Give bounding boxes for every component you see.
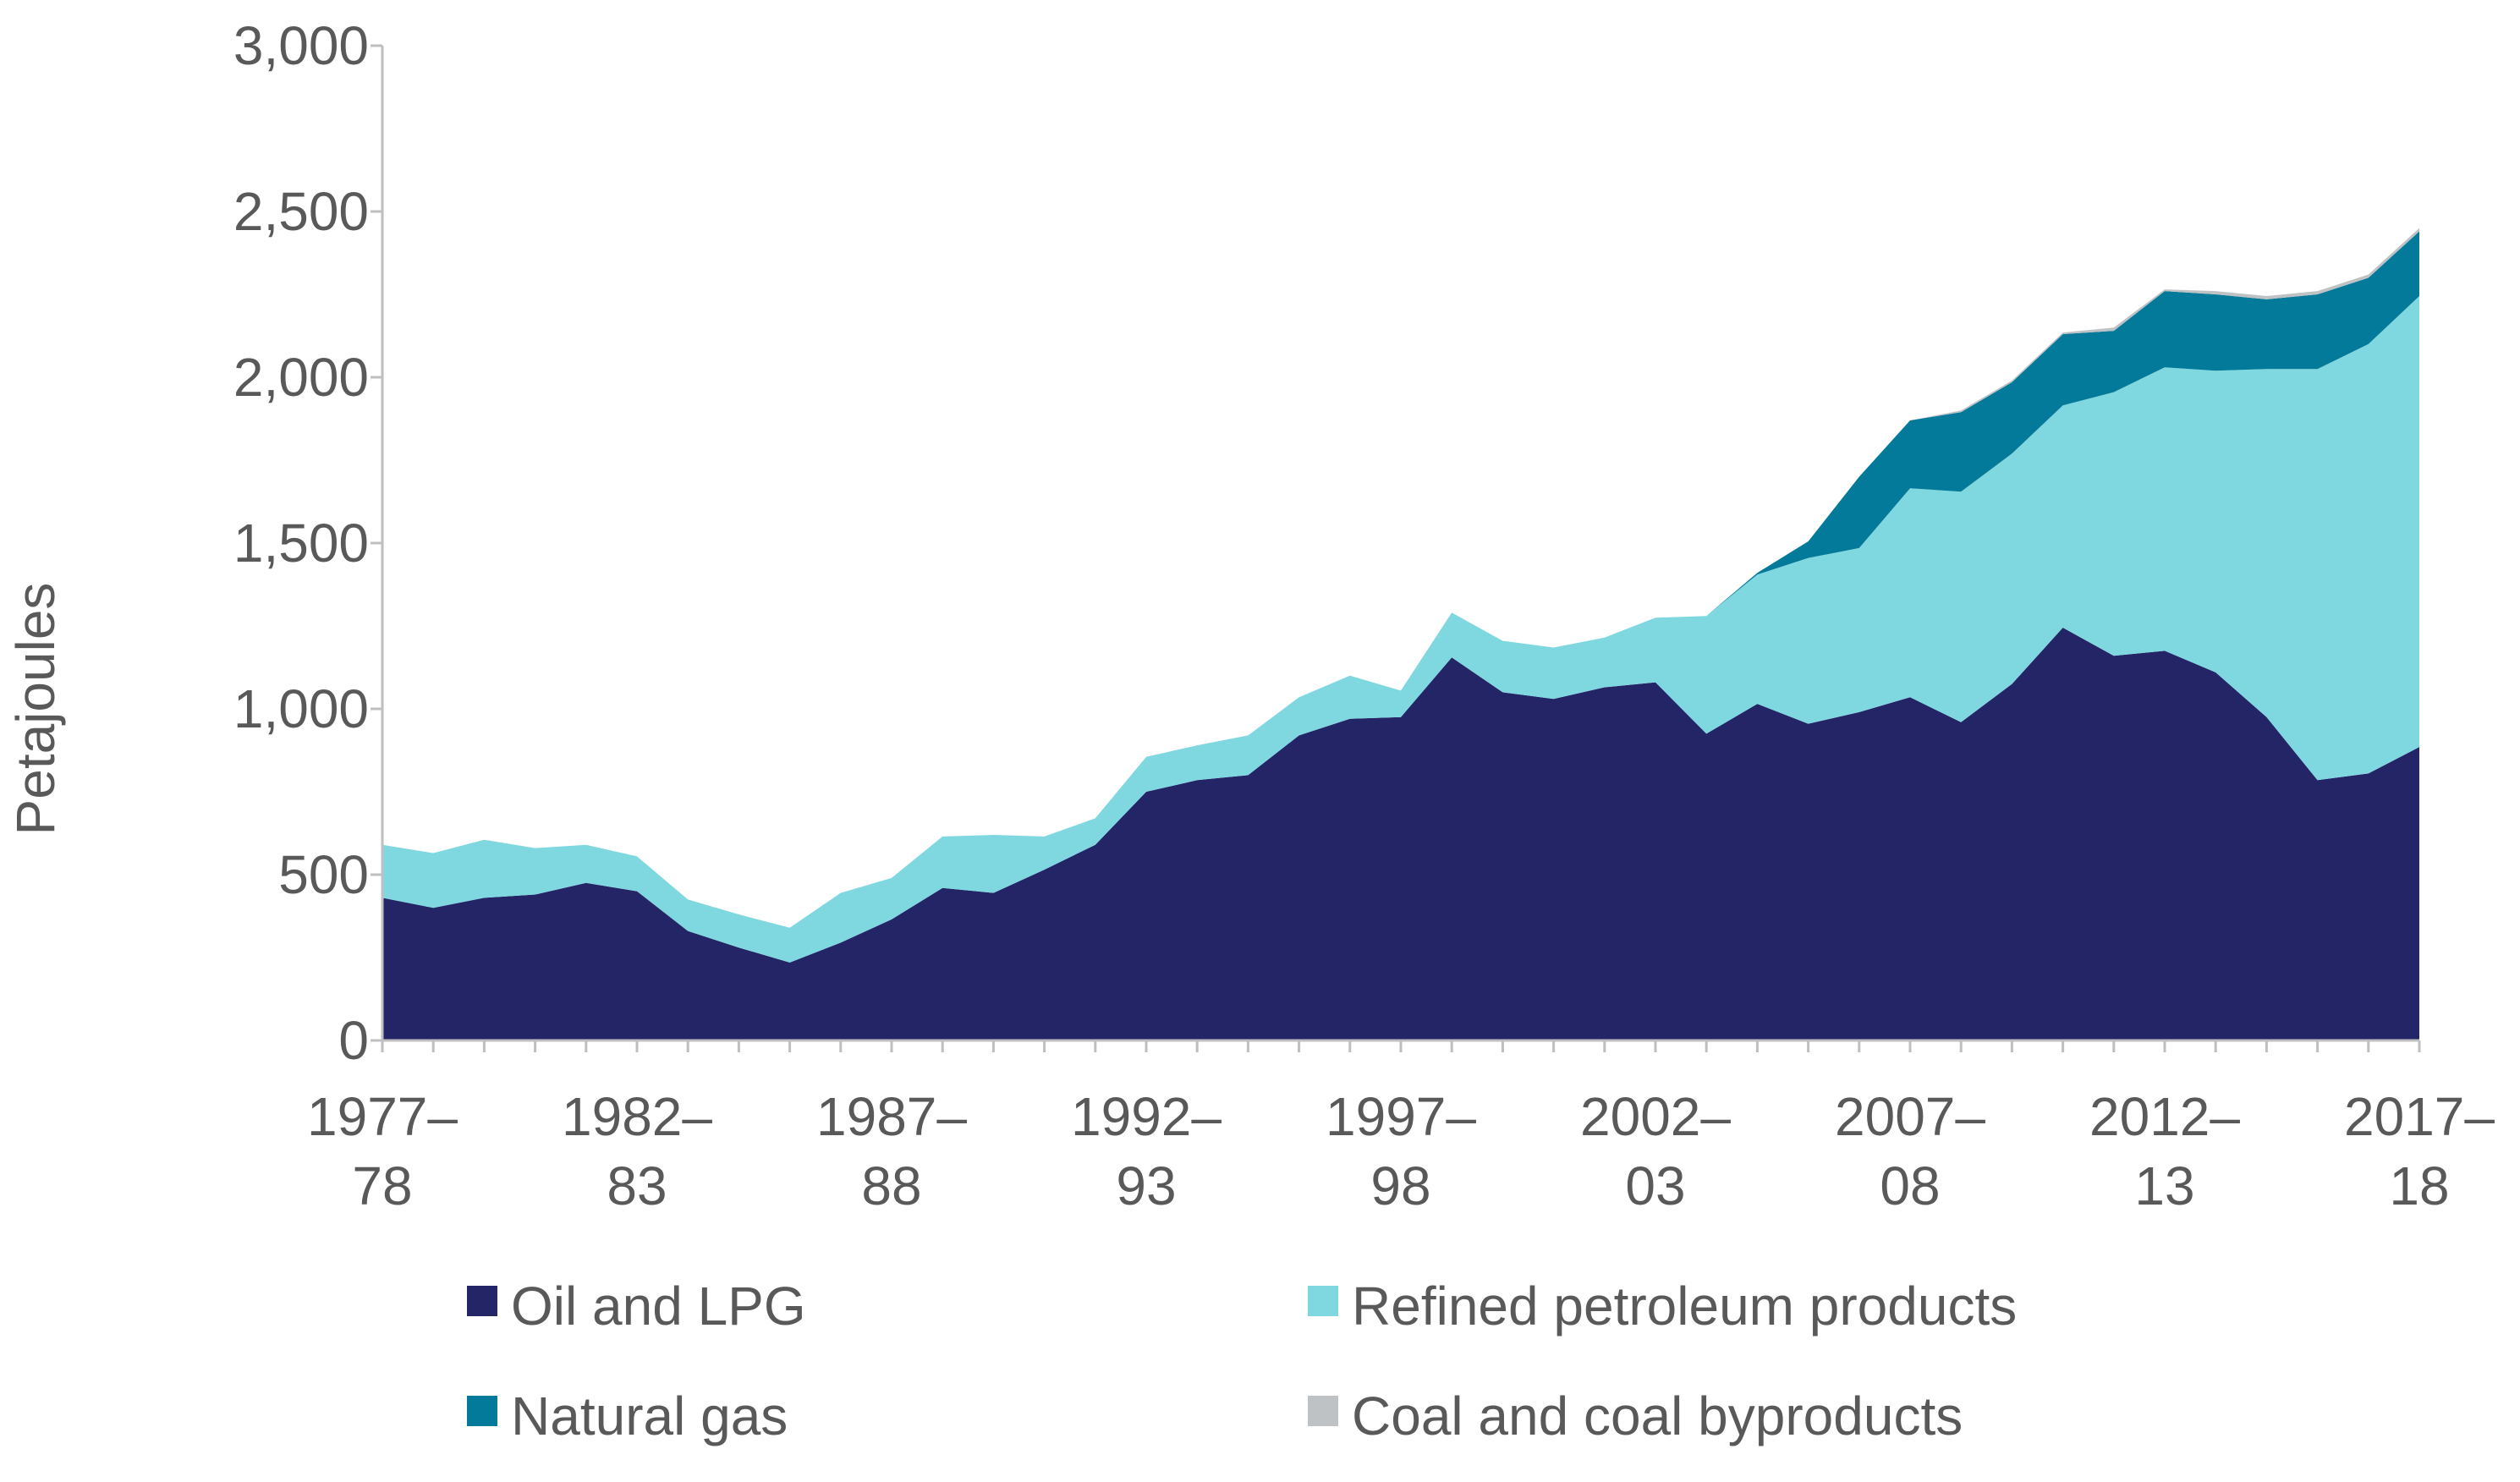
x-tick-label-line1: 1992–	[1071, 1086, 1222, 1147]
series-areas	[382, 228, 2419, 1040]
x-tick-label: 2017– 18	[2344, 1086, 2495, 1216]
x-tick-label: 1992– 93	[1071, 1086, 1222, 1216]
x-tick-label: 2012– 13	[2089, 1086, 2240, 1216]
area-natural-gas	[382, 231, 2419, 928]
legend-item-coal-and-coal-byproducts: Coal and coal byproducts	[1308, 1386, 1963, 1446]
axes	[371, 44, 2421, 1052]
x-tick-label-line1: 1977–	[307, 1086, 458, 1147]
legend: Oil and LPG Refined petroleum products Nat…	[467, 1276, 2017, 1446]
x-tick-label-line1: 2007–	[1835, 1086, 1985, 1147]
area-oil-and-lpg	[382, 628, 2419, 1040]
legend-swatch	[467, 1286, 497, 1316]
x-tick-label-line1: 1997–	[1326, 1086, 1476, 1147]
legend-label: Refined petroleum products	[1352, 1276, 2017, 1337]
area-refined-petroleum-products	[382, 296, 2419, 963]
legend-swatch	[1308, 1396, 1338, 1426]
x-tick-label-line2: 98	[1370, 1155, 1430, 1216]
y-tick-label: 0	[338, 1010, 369, 1071]
x-tick-label-line1: 2012–	[2089, 1086, 2240, 1147]
y-tick-label: 1,500	[233, 513, 369, 574]
x-tick-label: 1977– 78	[307, 1086, 458, 1216]
x-axis-tick-labels: 1977– 78 1982– 83 1987– 88 1992– 93 1997– 98 2002–…	[307, 1086, 2495, 1216]
legend-item-natural-gas: Natural gas	[467, 1386, 788, 1446]
legend-label: Coal and coal byproducts	[1352, 1386, 1963, 1446]
legend-swatch	[1308, 1286, 1338, 1316]
x-tick-label: 1987– 88	[816, 1086, 967, 1216]
y-tick-label: 2,500	[233, 181, 369, 242]
x-tick-label-line1: 2017–	[2344, 1086, 2495, 1147]
y-tick-label: 3,000	[233, 15, 369, 76]
x-tick-label: 1982– 83	[562, 1086, 712, 1216]
x-tick-label-line2: 03	[1625, 1155, 1685, 1216]
x-tick-label-line2: 78	[352, 1155, 412, 1216]
x-tick-label-line2: 08	[1880, 1155, 1940, 1216]
x-tick-label-line2: 18	[2389, 1155, 2449, 1216]
x-tick-label-line1: 1982–	[562, 1086, 712, 1147]
x-tick-label: 2007– 08	[1835, 1086, 1985, 1216]
y-tick-label: 2,000	[233, 347, 369, 408]
y-axis-title: Petajoules	[5, 583, 66, 836]
x-tick-label-line2: 93	[1116, 1155, 1176, 1216]
y-tick-label: 500	[278, 844, 369, 905]
legend-item-oil-and-lpg: Oil and LPG	[467, 1276, 806, 1337]
x-tick-label-line2: 83	[607, 1155, 667, 1216]
y-tick-label: 1,000	[233, 678, 369, 739]
x-tick-label: 1997– 98	[1326, 1086, 1476, 1216]
x-tick-label-line2: 13	[2134, 1155, 2194, 1216]
legend-label: Natural gas	[511, 1386, 788, 1446]
legend-item-refined-petroleum-products: Refined petroleum products	[1308, 1276, 2017, 1337]
legend-swatch	[467, 1396, 497, 1426]
x-tick-label-line1: 2002–	[1580, 1086, 1731, 1147]
x-tick-label-line1: 1987–	[816, 1086, 967, 1147]
y-axis-tick-labels: 0 500 1,000 1,500 2,000 2,500 3,000	[233, 15, 369, 1071]
legend-label: Oil and LPG	[511, 1276, 806, 1337]
x-tick-label: 2002– 03	[1580, 1086, 1731, 1216]
x-tick-label-line2: 88	[861, 1155, 921, 1216]
